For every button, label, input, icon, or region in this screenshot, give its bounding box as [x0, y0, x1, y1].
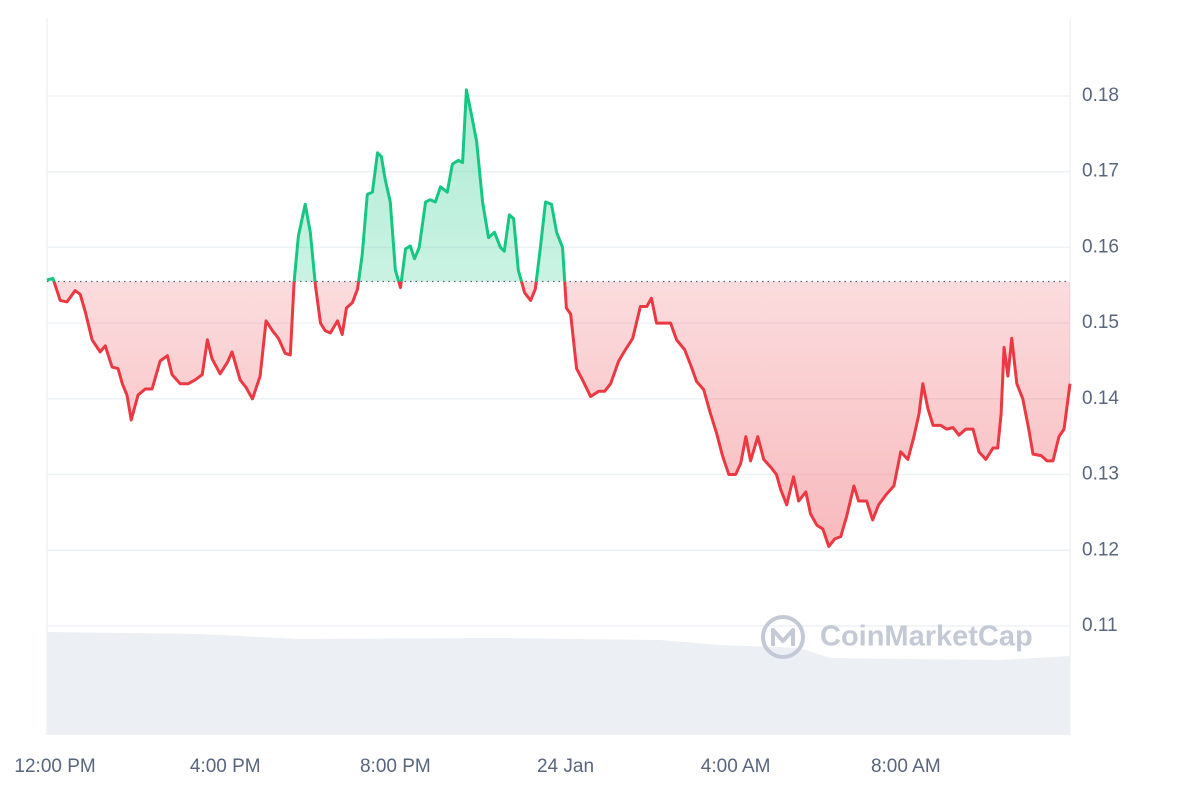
watermark-text: CoinMarketCap [820, 621, 1033, 653]
lines [46, 88, 1072, 548]
x-tick-label: 24 Jan [537, 756, 594, 777]
y-tick-label: 0.11 [1082, 615, 1118, 636]
x-tick-label: 8:00 AM [871, 756, 941, 777]
y-tick-label: 0.18 [1082, 85, 1119, 106]
watermark: CoinMarketCap [761, 615, 1033, 659]
y-tick-label: 0.13 [1082, 464, 1119, 485]
ticks: 0.11 0.12 0.13 0.14 0.15 0.16 0.17 0.18 12:00 PM… [14, 85, 1119, 777]
x-tick-label: 12:00 PM [14, 756, 95, 777]
watermark-logo [761, 615, 805, 659]
x-tick-label: 4:00 AM [701, 756, 771, 777]
x-tick-label: 4:00 PM [190, 756, 261, 777]
area-above [47, 89, 1070, 282]
x-tick-label: 8:00 PM [360, 756, 431, 777]
areas [47, 89, 1070, 547]
volume-band [47, 632, 1070, 735]
price-line-up [46, 88, 567, 282]
watermark-logo-mark [771, 628, 795, 646]
y-tick-label: 0.17 [1082, 161, 1119, 182]
price-line-down [52, 281, 1072, 548]
y-tick-label: 0.15 [1082, 312, 1119, 333]
y-tick-label: 0.12 [1082, 539, 1119, 560]
y-tick-label: 0.14 [1082, 388, 1119, 409]
y-tick-label: 0.16 [1082, 236, 1119, 257]
area-below [53, 281, 1070, 547]
